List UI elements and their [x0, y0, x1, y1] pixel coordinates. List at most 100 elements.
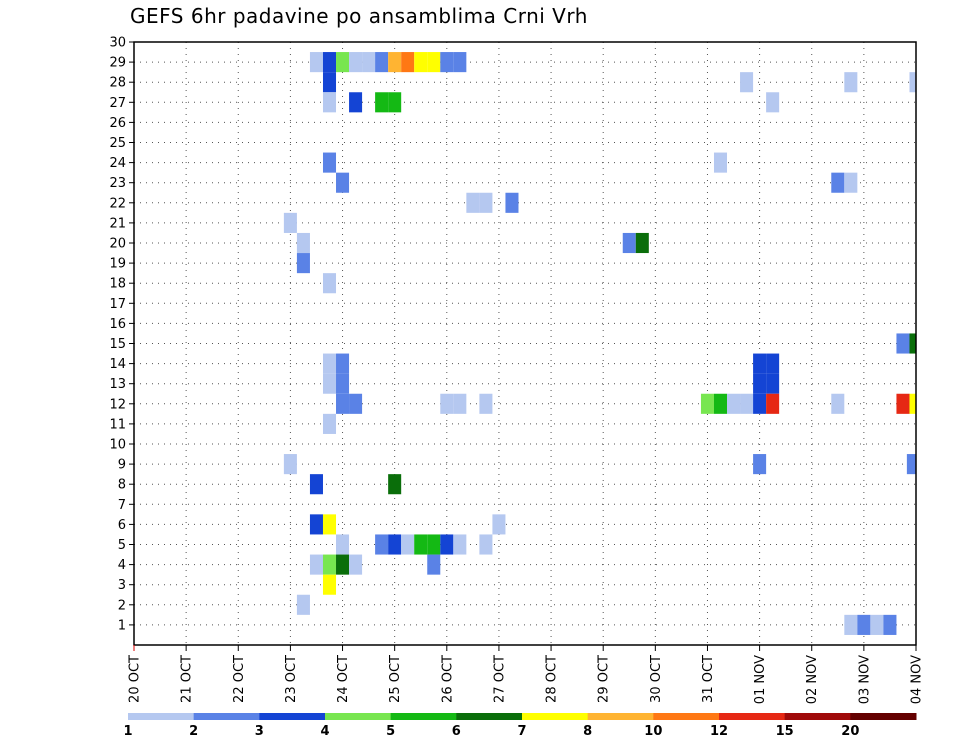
- heatmap-cell: [766, 393, 780, 414]
- y-axis: 1234567891011121314151617181920212223242…: [109, 36, 134, 633]
- heatmap-cell: [831, 172, 845, 193]
- y-tick-label: 20: [109, 237, 126, 252]
- heatmap-cell: [906, 454, 916, 475]
- heatmap-cell: [309, 52, 323, 73]
- heatmap-cell: [896, 333, 910, 354]
- heatmap-cell: [896, 393, 910, 414]
- heatmap-cell: [766, 92, 780, 113]
- y-tick-label: 30: [109, 36, 126, 51]
- x-tick-label: 30 OCT: [649, 655, 664, 703]
- heatmap-cell: [766, 353, 780, 374]
- heatmap-cell: [322, 273, 337, 294]
- colorbar-label: 5: [386, 724, 395, 739]
- heatmap-cell: [909, 393, 916, 414]
- heatmap-cell: [388, 474, 402, 495]
- heatmap-cell: [883, 614, 897, 635]
- heatmap-cell: [622, 232, 636, 254]
- heatmap-cell: [740, 72, 754, 93]
- heatmap-cell: [440, 393, 454, 414]
- heatmap-cell: [831, 393, 845, 414]
- heatmap-cell: [283, 212, 297, 233]
- heatmap-cell: [336, 172, 350, 193]
- heatmap-cell: [375, 52, 389, 73]
- colorbar-label: 12: [710, 724, 728, 739]
- heatmap-cell: [296, 594, 310, 615]
- heatmap-cell: [309, 514, 323, 535]
- heatmap-cell: [322, 152, 337, 173]
- y-tick-label: 25: [109, 136, 126, 151]
- heatmap-cell: [296, 232, 310, 254]
- y-tick-label: 4: [118, 558, 126, 573]
- y-tick-label: 21: [109, 216, 126, 231]
- colorbar-swatch: [193, 713, 260, 720]
- colorbar-swatch: [325, 713, 392, 720]
- heatmap-cell: [336, 373, 350, 394]
- y-tick-label: 17: [109, 297, 126, 312]
- y-tick-label: 14: [109, 357, 126, 372]
- heatmap-cell: [844, 614, 858, 635]
- x-tick-label: 20 OCT: [128, 655, 143, 703]
- chart-title: GEFS 6hr padavine po ansamblima Crni Vrh: [130, 4, 588, 28]
- heatmap-cell: [479, 534, 493, 555]
- heatmap-cell: [388, 52, 402, 73]
- y-tick-label: 15: [109, 337, 126, 352]
- heatmap-cell: [349, 92, 363, 113]
- heatmap-cell: [466, 192, 480, 213]
- colorbar-label: 4: [320, 724, 329, 739]
- heatmap-cell: [322, 373, 337, 394]
- heatmap-cell: [453, 393, 467, 414]
- heatmap-cell: [753, 454, 767, 475]
- heatmap-cell: [349, 52, 363, 73]
- heatmap-cell: [479, 393, 493, 414]
- y-tick-label: 12: [109, 397, 126, 412]
- colorbar-swatch: [522, 713, 589, 720]
- y-tick-label: 24: [109, 156, 126, 171]
- y-tick-label: 26: [109, 116, 126, 131]
- x-tick-label: 23 OCT: [284, 655, 299, 703]
- heatmap-cell: [740, 393, 754, 414]
- heatmap-cell: [844, 172, 858, 193]
- heatmap-cell: [700, 393, 714, 414]
- y-tick-label: 1: [118, 618, 126, 633]
- heatmap-cells: [283, 52, 916, 635]
- colorbar-label: 2: [189, 724, 198, 739]
- heatmap-cell: [283, 454, 297, 475]
- x-tick-label: 04 NOV: [910, 655, 925, 704]
- colorbar-swatch: [653, 713, 720, 720]
- y-tick-label: 22: [109, 196, 126, 211]
- heatmap-cell: [309, 474, 323, 495]
- heatmap-cell: [713, 393, 728, 414]
- colorbar-label: 1: [123, 724, 132, 739]
- heatmap-cell: [322, 353, 337, 374]
- x-tick-label: 01 NOV: [753, 655, 768, 704]
- x-tick-label: 29 OCT: [597, 655, 612, 703]
- x-tick-label: 27 OCT: [492, 655, 507, 703]
- x-tick-label: 31 OCT: [701, 655, 716, 703]
- x-tick-label: 25 OCT: [388, 655, 403, 703]
- x-tick-label: 22 OCT: [232, 655, 247, 703]
- heatmap-cell: [713, 152, 728, 173]
- heatmap-cell: [309, 554, 323, 575]
- heatmap-cell: [322, 554, 337, 575]
- y-tick-label: 28: [109, 76, 126, 91]
- heatmap-cell: [453, 534, 467, 555]
- heatmap-cell: [492, 514, 506, 535]
- y-tick-label: 27: [109, 96, 126, 111]
- heatmap-cell: [479, 192, 493, 213]
- x-tick-label: 24 OCT: [336, 655, 351, 703]
- heatmap-cell: [844, 72, 858, 93]
- heatmap-cell: [427, 52, 441, 73]
- heatmap-cell: [635, 232, 649, 254]
- x-axis: 20 OCT 21 OCT 22 OCT 23 OCT 24 OCT 25 OCT 26 O…: [128, 645, 925, 704]
- y-tick-label: 2: [118, 598, 126, 613]
- heatmap-cell: [322, 92, 337, 113]
- heatmap-cell: [753, 353, 767, 374]
- heatmap-cell: [440, 534, 454, 555]
- heatmap-cell: [349, 554, 363, 575]
- heatmap-cell: [336, 393, 350, 414]
- y-tick-label: 18: [109, 277, 126, 292]
- colorbar-swatch: [456, 713, 523, 720]
- heatmap-cell: [909, 72, 916, 93]
- colorbar-swatch: [390, 713, 457, 720]
